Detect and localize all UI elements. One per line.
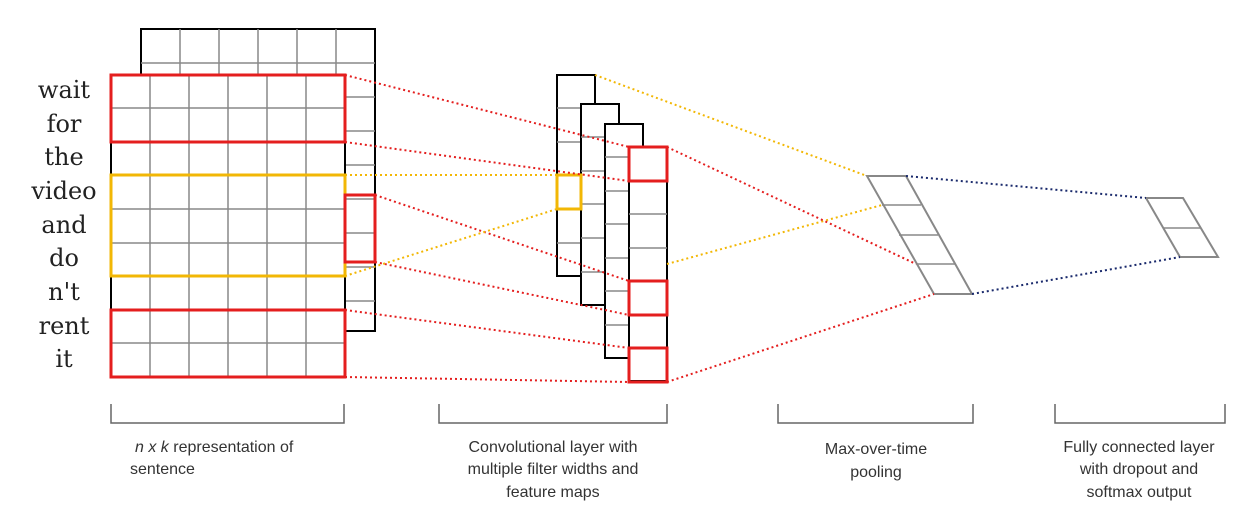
connector-blue — [971, 256, 1181, 295]
caption-line: Convolutional layer with — [469, 439, 638, 456]
svg-text:n x k representation of: n x k representation of — [135, 439, 294, 456]
feature-cell-red-bottom — [627, 346, 669, 384]
word: for — [47, 110, 82, 138]
word: video — [30, 177, 96, 205]
sentence-words: wait for the video and do n't rent it — [30, 76, 96, 373]
bracket-pooling — [777, 404, 974, 424]
caption-line: Max-over-time — [825, 441, 927, 458]
feature-cell-red-top — [627, 145, 669, 183]
caption-fully-connected: Fully connected layer with dropout and s… — [1063, 439, 1215, 501]
caption-line: pooling — [850, 464, 902, 481]
caption-italic-prefix: n x k — [135, 439, 170, 456]
caption-pooling: Max-over-time pooling — [825, 441, 927, 481]
section-brackets — [110, 404, 1226, 424]
filter-region-red-bottom — [109, 308, 347, 379]
feature-cell-red-middle — [627, 279, 669, 317]
pool-connectors — [594, 74, 935, 383]
caption-line: with dropout and — [1079, 461, 1198, 478]
caption-line: feature maps — [506, 484, 599, 501]
fc-connectors — [905, 175, 1181, 295]
word: n't — [48, 278, 80, 306]
word: do — [49, 244, 79, 272]
caption-representation: n x k representation of sentence — [130, 439, 294, 478]
connector-red — [344, 376, 630, 383]
feature-cell-yellow — [555, 173, 583, 211]
connector-red — [344, 74, 630, 148]
connector-red — [666, 146, 917, 265]
output-vector — [1144, 197, 1220, 258]
matrix-front-layer — [110, 74, 346, 378]
pooling-vector — [865, 175, 974, 295]
connector-red — [374, 261, 630, 316]
connector-yellow — [344, 208, 558, 277]
connector-blue — [905, 175, 1147, 199]
word: wait — [38, 76, 91, 104]
caption-line: Fully connected layer — [1063, 439, 1215, 456]
connector-yellow — [666, 204, 883, 265]
caption-line: sentence — [130, 461, 195, 478]
caption-convolution: Convolutional layer with multiple filter… — [468, 439, 639, 501]
connector-red — [666, 293, 935, 383]
sentence-matrix — [109, 28, 377, 379]
connector-red — [344, 309, 630, 349]
back-layer-grid — [141, 29, 375, 302]
conv-connectors — [344, 74, 630, 383]
bracket-fully-connected — [1054, 404, 1226, 424]
word: it — [55, 345, 73, 373]
caption-line: multiple filter widths and — [468, 461, 639, 478]
bracket-representation — [110, 404, 345, 424]
caption-line: softmax output — [1087, 484, 1193, 501]
connector-yellow — [594, 74, 868, 177]
word: rent — [39, 312, 90, 340]
filter-region-red-side — [343, 193, 377, 264]
caption-line: representation of — [169, 439, 294, 456]
word: and — [41, 211, 86, 239]
bracket-convolution — [438, 404, 668, 424]
filter-region-red-top — [109, 73, 347, 144]
word: the — [44, 143, 83, 171]
feature-maps — [555, 74, 669, 384]
